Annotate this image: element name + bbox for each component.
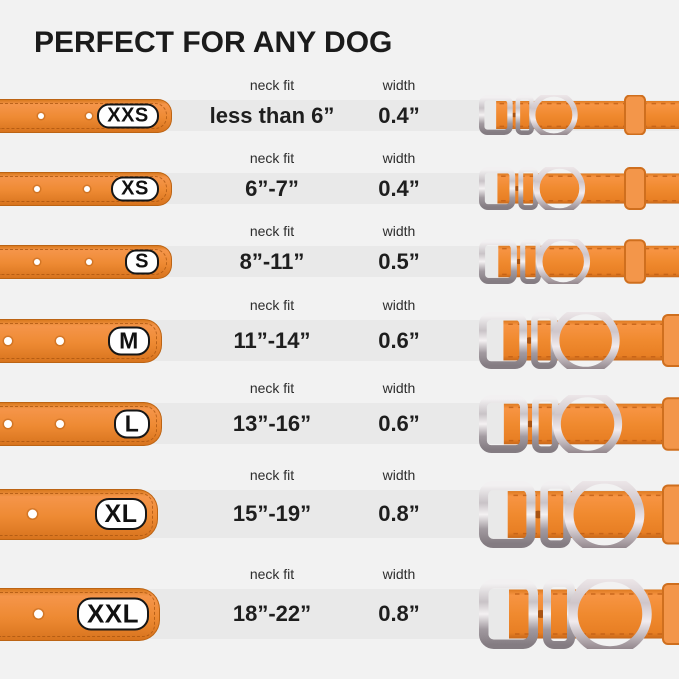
collar-buckle-image: [477, 388, 679, 459]
neck-fit-value: less than 6”: [209, 102, 335, 128]
page-title: PERFECT FOR ANY DOG: [34, 26, 393, 59]
collar-hole: [38, 112, 44, 119]
size-badge: XL: [95, 498, 147, 530]
size-row-xl: neck fit width XL 15”-19” 0.8”: [0, 467, 679, 554]
neck-fit-value: 6”-7”: [245, 175, 299, 201]
collar-buckle-image: [478, 162, 679, 215]
neck-fit-value: 11”-14”: [233, 327, 311, 353]
column-label-neck-fit: neck fit: [249, 566, 295, 582]
size-row-xs: neck fit width XS 6”-7” 0.4”: [0, 150, 679, 215]
column-label-width: width: [382, 566, 416, 582]
collar-strap-left: XXS: [0, 98, 172, 133]
collar-buckle-image: [478, 234, 679, 289]
collar-strap-left: XXL: [0, 587, 160, 641]
size-row-xxl: neck fit width XXL 18”-22” 0.8”: [0, 566, 679, 656]
column-label-neck-fit: neck fit: [249, 380, 295, 396]
collar-hole: [34, 185, 40, 192]
size-badge: XXL: [77, 597, 149, 631]
collar-hole: [86, 258, 92, 265]
collar-hole: [84, 185, 90, 192]
collar-buckle-image: [477, 306, 679, 375]
collar-strap-left: L: [0, 401, 162, 446]
size-badge: M: [108, 326, 150, 355]
size-row-l: neck fit width L 13”-16” 0.6”: [0, 380, 679, 459]
column-label-width: width: [382, 150, 416, 166]
neck-fit-value: 18”-22”: [232, 601, 312, 626]
collar-strap-left: XL: [0, 488, 158, 540]
size-badge: XXS: [97, 103, 159, 128]
column-label-width: width: [382, 223, 416, 239]
collar-hole: [4, 419, 12, 428]
width-value: 0.6”: [378, 410, 420, 436]
column-label-neck-fit: neck fit: [249, 467, 295, 483]
collar-buckle-image: [477, 474, 679, 554]
collar-buckle-image: [477, 572, 679, 656]
neck-fit-value: 8”-11”: [239, 248, 305, 274]
width-value: 0.4”: [378, 102, 420, 128]
collar-hole: [4, 336, 12, 345]
size-badge: S: [125, 249, 159, 274]
column-label-width: width: [382, 467, 416, 483]
collar-strap-left: S: [0, 244, 172, 279]
neck-fit-value: 13”-16”: [232, 410, 312, 436]
width-value: 0.8”: [378, 501, 420, 526]
column-label-neck-fit: neck fit: [249, 223, 295, 239]
collar-hole: [28, 509, 37, 519]
width-value: 0.8”: [378, 601, 420, 626]
width-value: 0.6”: [378, 327, 420, 353]
column-label-width: width: [382, 380, 416, 396]
column-label-neck-fit: neck fit: [249, 297, 295, 313]
size-badge: L: [114, 409, 150, 438]
size-row-xxs: neck fit width XXS less than 6” 0.4”: [0, 77, 679, 139]
column-label-neck-fit: neck fit: [249, 77, 295, 93]
collar-hole: [34, 258, 40, 265]
column-label-neck-fit: neck fit: [249, 150, 295, 166]
size-row-m: neck fit width M 11”-14” 0.6”: [0, 297, 679, 375]
width-value: 0.4”: [378, 175, 420, 201]
collar-strap-left: XS: [0, 171, 172, 206]
collar-hole: [34, 609, 43, 619]
size-badge: XS: [111, 176, 159, 201]
collar-hole: [86, 112, 92, 119]
width-value: 0.5”: [378, 248, 420, 274]
column-label-width: width: [382, 77, 416, 93]
collar-hole: [56, 419, 64, 428]
collar-strap-left: M: [0, 318, 162, 363]
neck-fit-value: 15”-19”: [232, 501, 312, 526]
collar-hole: [56, 336, 64, 345]
size-row-s: neck fit width S 8”-11” 0.5”: [0, 223, 679, 289]
collar-buckle-image: [478, 91, 679, 139]
column-label-width: width: [382, 297, 416, 313]
